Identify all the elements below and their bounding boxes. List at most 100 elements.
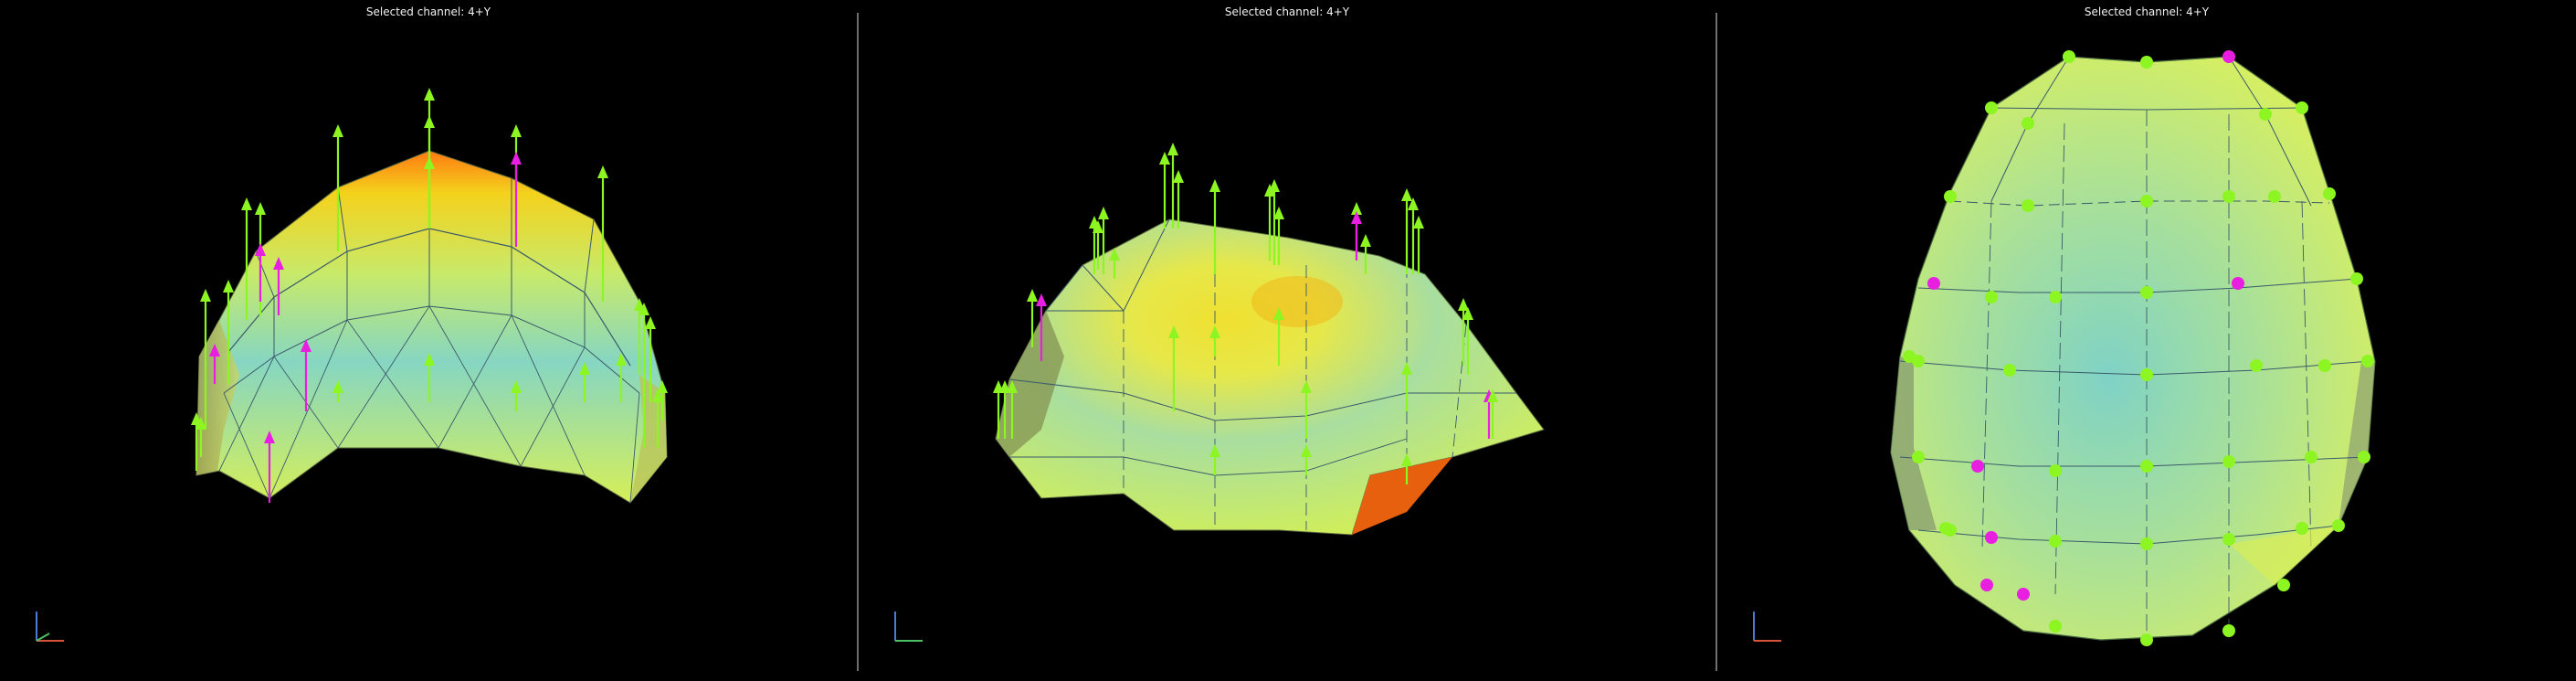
channel-arrow[interactable] bbox=[1209, 325, 1220, 356]
selected-channel-arrow[interactable] bbox=[255, 243, 266, 302]
channel-marker[interactable] bbox=[1944, 524, 1957, 537]
channel-arrow[interactable] bbox=[511, 380, 522, 411]
channel-arrow[interactable] bbox=[1159, 152, 1170, 229]
viewport-center[interactable]: Selected channel: 4+Y bbox=[859, 0, 1716, 681]
channel-arrow[interactable] bbox=[1209, 179, 1220, 274]
selected-channel-marker[interactable] bbox=[2232, 277, 2244, 290]
channel-marker[interactable] bbox=[2332, 519, 2345, 532]
channel-arrow[interactable] bbox=[645, 316, 656, 402]
channel-arrow[interactable] bbox=[424, 353, 435, 402]
mesh-scene-front[interactable] bbox=[859, 0, 1716, 681]
channel-marker[interactable] bbox=[1985, 101, 1998, 114]
channel-marker[interactable] bbox=[2250, 359, 2263, 372]
channel-marker[interactable] bbox=[2140, 633, 2153, 646]
channel-marker[interactable] bbox=[2140, 460, 2153, 473]
channel-marker[interactable] bbox=[2350, 272, 2363, 285]
channel-marker[interactable] bbox=[2140, 537, 2153, 550]
channel-arrow[interactable] bbox=[1007, 380, 1018, 439]
selected-channel-marker[interactable] bbox=[1927, 277, 1940, 290]
viewport-left[interactable]: Selected channel: 4+Y bbox=[0, 0, 857, 681]
channel-arrow[interactable] bbox=[1458, 298, 1469, 366]
channel-marker[interactable] bbox=[2140, 195, 2153, 207]
selected-channel-arrow[interactable] bbox=[273, 257, 284, 315]
selected-channel-arrow[interactable] bbox=[209, 344, 220, 384]
channel-marker[interactable] bbox=[2049, 291, 2062, 303]
channel-arrow[interactable] bbox=[1098, 207, 1109, 274]
channel-arrow[interactable] bbox=[333, 124, 343, 251]
channel-marker[interactable] bbox=[2140, 368, 2153, 381]
channel-marker[interactable] bbox=[2277, 579, 2290, 591]
mesh-scene-top[interactable] bbox=[1717, 0, 2576, 681]
channel-marker[interactable] bbox=[2003, 364, 2016, 377]
channel-arrow[interactable] bbox=[639, 303, 649, 448]
channel-arrow[interactable] bbox=[1401, 453, 1412, 484]
channel-marker[interactable] bbox=[2222, 624, 2235, 637]
channel-arrow[interactable] bbox=[1273, 307, 1284, 366]
channel-arrow[interactable] bbox=[1109, 248, 1120, 279]
channel-marker[interactable] bbox=[1944, 190, 1957, 203]
selected-channel-arrow[interactable] bbox=[511, 152, 522, 247]
channel-arrow[interactable] bbox=[579, 362, 590, 402]
channel-marker[interactable] bbox=[2361, 355, 2374, 367]
selected-channel-marker[interactable] bbox=[1971, 460, 1984, 473]
channel-marker[interactable] bbox=[1912, 355, 1925, 367]
channel-arrow[interactable] bbox=[1027, 289, 1038, 347]
channel-arrow[interactable] bbox=[616, 353, 627, 402]
selected-channel-marker[interactable] bbox=[1985, 531, 1998, 544]
channel-arrow[interactable] bbox=[1209, 444, 1220, 475]
channel-marker[interactable] bbox=[2063, 50, 2075, 63]
channel-marker[interactable] bbox=[2296, 101, 2308, 114]
channel-marker[interactable] bbox=[2022, 199, 2034, 212]
channel-arrow[interactable] bbox=[200, 289, 211, 430]
channel-marker[interactable] bbox=[2318, 359, 2331, 372]
channel-arrow[interactable] bbox=[597, 165, 608, 302]
selected-channel-marker[interactable] bbox=[2222, 50, 2235, 63]
channel-arrow[interactable] bbox=[652, 389, 663, 448]
selected-channel-marker[interactable] bbox=[2017, 588, 2030, 601]
channel-arrow[interactable] bbox=[241, 197, 252, 320]
channel-arrow[interactable] bbox=[424, 156, 435, 229]
selected-channel-arrow[interactable] bbox=[1351, 211, 1362, 261]
channel-arrow[interactable] bbox=[1401, 188, 1412, 274]
selected-channel-arrow[interactable] bbox=[264, 431, 275, 503]
channel-marker[interactable] bbox=[2049, 464, 2062, 477]
channel-arrow[interactable] bbox=[1487, 389, 1498, 439]
channel-marker[interactable] bbox=[2222, 455, 2235, 468]
channel-marker[interactable] bbox=[1985, 291, 1998, 303]
channel-marker[interactable] bbox=[2268, 190, 2281, 203]
viewport-right[interactable]: Selected channel: 4+Y bbox=[1717, 0, 2576, 681]
channel-marker[interactable] bbox=[2049, 535, 2062, 548]
channel-arrow[interactable] bbox=[1401, 362, 1412, 411]
channel-arrow[interactable] bbox=[1301, 444, 1312, 475]
channel-arrow[interactable] bbox=[1269, 179, 1280, 265]
channel-arrow[interactable] bbox=[1413, 216, 1424, 274]
channel-arrow[interactable] bbox=[333, 380, 343, 402]
channel-arrow[interactable] bbox=[223, 280, 234, 384]
channel-marker[interactable] bbox=[2358, 451, 2370, 463]
channel-arrow[interactable] bbox=[1408, 197, 1419, 274]
channel-arrow[interactable] bbox=[999, 380, 1010, 439]
selected-channel-arrow[interactable] bbox=[1036, 293, 1047, 361]
selected-channel-marker[interactable] bbox=[1980, 579, 1993, 591]
channel-arrow[interactable] bbox=[1173, 170, 1184, 229]
channel-arrow[interactable] bbox=[1462, 307, 1473, 375]
channel-arrow[interactable] bbox=[1360, 234, 1371, 274]
channel-marker[interactable] bbox=[2140, 56, 2153, 69]
channel-arrow[interactable] bbox=[195, 417, 206, 457]
channel-marker[interactable] bbox=[2222, 533, 2235, 546]
channel-arrow[interactable] bbox=[1168, 325, 1179, 411]
mesh-scene-side[interactable] bbox=[0, 0, 857, 681]
channel-arrow[interactable] bbox=[657, 380, 668, 420]
channel-marker[interactable] bbox=[1912, 451, 1925, 463]
channel-arrow[interactable] bbox=[1167, 143, 1178, 229]
channel-arrow[interactable] bbox=[1273, 207, 1284, 265]
channel-marker[interactable] bbox=[2222, 190, 2235, 203]
channel-marker[interactable] bbox=[2305, 451, 2317, 463]
channel-marker[interactable] bbox=[2022, 117, 2034, 130]
selected-channel-arrow[interactable] bbox=[301, 339, 311, 411]
channel-marker[interactable] bbox=[2323, 187, 2336, 200]
channel-marker[interactable] bbox=[2259, 108, 2272, 121]
channel-arrow[interactable] bbox=[1093, 220, 1103, 270]
channel-arrow[interactable] bbox=[1301, 380, 1312, 439]
channel-marker[interactable] bbox=[2140, 286, 2153, 299]
